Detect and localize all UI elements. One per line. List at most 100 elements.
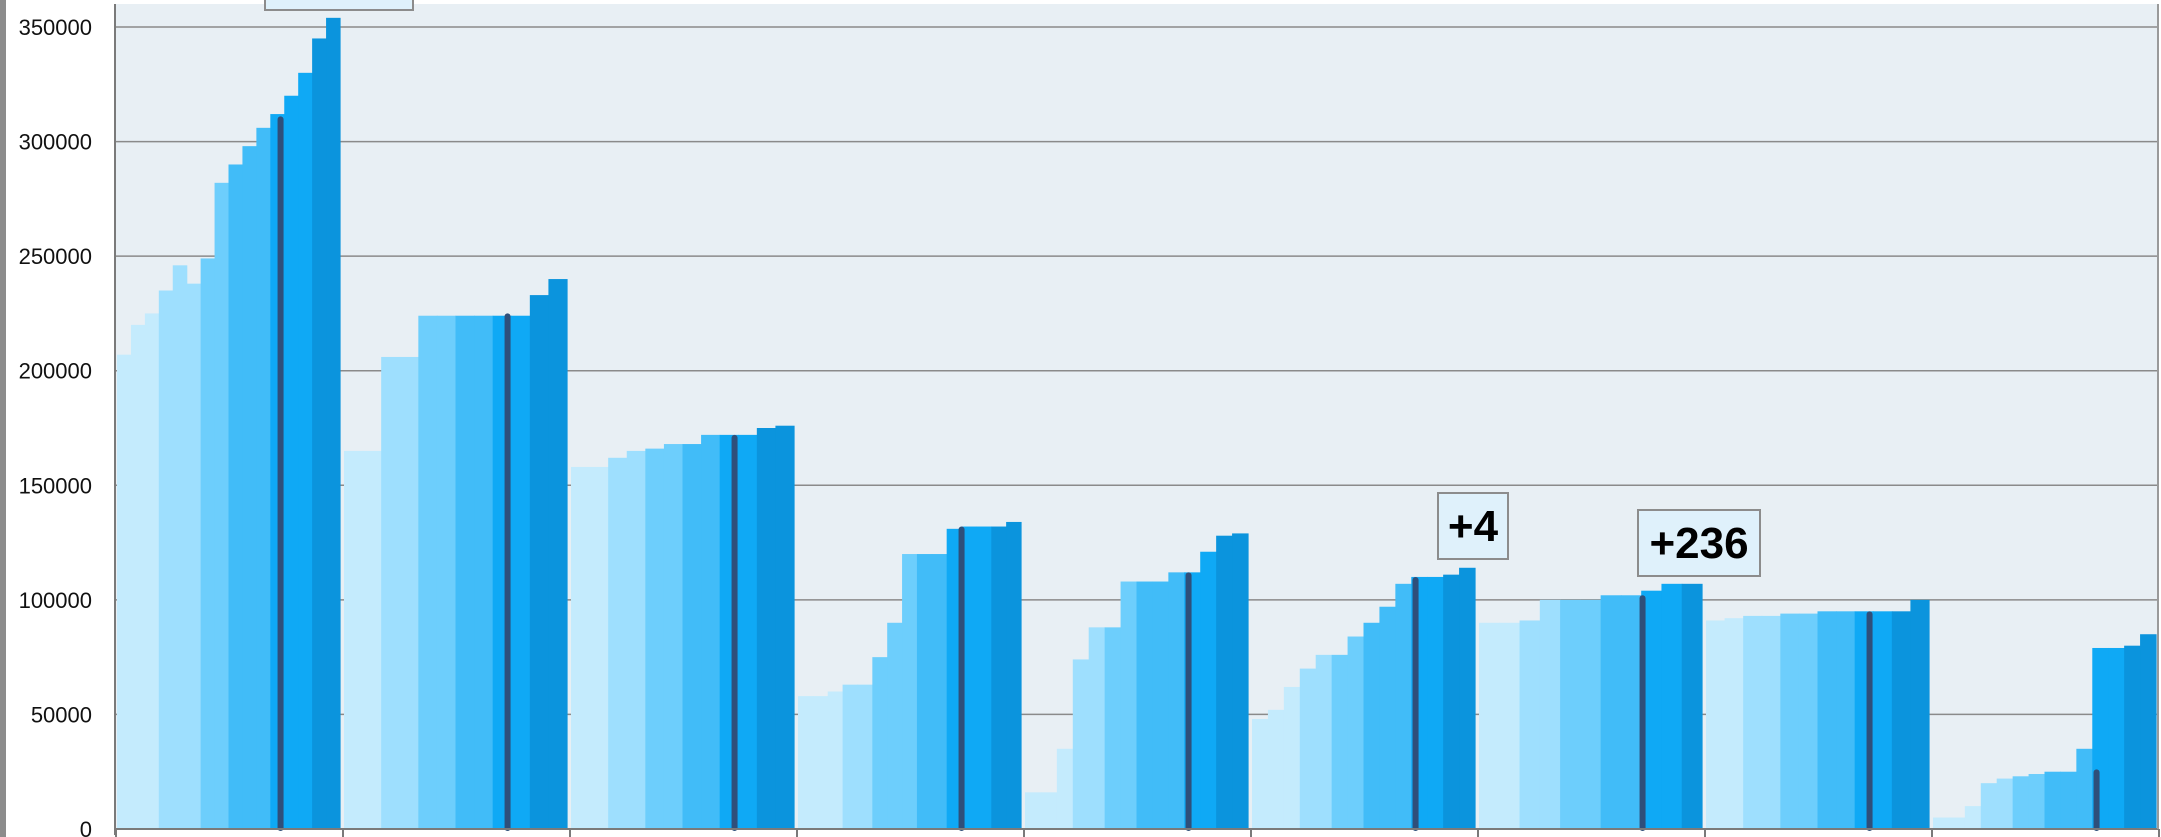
bar (812, 696, 829, 829)
bar (645, 448, 665, 829)
bar (1910, 599, 1930, 829)
bar (827, 691, 844, 829)
bar (1104, 627, 1122, 829)
bar (1315, 654, 1333, 829)
bar (228, 164, 244, 829)
bar (1836, 611, 1856, 829)
marker-bar (1639, 595, 1646, 831)
bar (1283, 686, 1301, 829)
bar (2012, 776, 2030, 829)
bar (344, 450, 364, 829)
bar (1560, 599, 1581, 829)
bar (842, 684, 859, 829)
bar (1347, 636, 1365, 829)
bar (589, 466, 609, 829)
bar (1232, 533, 1249, 829)
callout-box (1637, 509, 1761, 577)
bar (756, 428, 777, 829)
bar (2076, 748, 2093, 829)
bar (1040, 792, 1058, 829)
bar (931, 554, 948, 829)
bar (1152, 581, 1169, 829)
bar (2124, 645, 2141, 829)
bar (1743, 615, 1763, 829)
bar (1479, 622, 1500, 829)
bars (117, 17, 2157, 831)
bar (1761, 615, 1781, 829)
bar (256, 127, 271, 829)
bar (362, 450, 382, 829)
bar (1025, 792, 1042, 829)
bar (381, 356, 401, 829)
bar (682, 444, 702, 829)
bar (1427, 576, 1444, 829)
callouts: +4 +236 (264, 0, 1761, 577)
bar (1363, 622, 1381, 829)
bar (1817, 611, 1837, 829)
y-tick-label: 150000 (19, 473, 92, 498)
bar (117, 354, 132, 829)
bar (1331, 654, 1349, 829)
bar (1681, 583, 1703, 829)
marker-bar (1412, 576, 1419, 831)
bar (1964, 806, 1982, 829)
bar (1056, 748, 1074, 829)
bar (1120, 581, 1138, 829)
bar (2044, 771, 2062, 829)
bar (2140, 634, 2157, 829)
marker-bar (504, 313, 511, 831)
bar (887, 622, 903, 829)
bar (399, 356, 419, 829)
bar (1780, 613, 1800, 829)
bar (1996, 778, 2014, 829)
y-tick-label: 50000 (31, 702, 92, 727)
bar (1798, 613, 1819, 829)
bar (186, 283, 202, 829)
bar (872, 657, 888, 829)
bar (1216, 535, 1233, 829)
bar (130, 324, 146, 829)
bar (1006, 521, 1022, 829)
bar (326, 17, 341, 829)
bar (1873, 611, 1893, 829)
bar (626, 450, 646, 829)
bar (902, 554, 918, 829)
y-tick-label: 0 (80, 817, 92, 837)
callout-box (1437, 492, 1509, 560)
callout-box (264, 0, 414, 11)
marker-bar (2093, 769, 2100, 831)
bar (775, 425, 795, 829)
bar (1459, 567, 1476, 829)
bar (1641, 590, 1663, 829)
bar (2060, 771, 2077, 829)
bar (1933, 817, 1950, 829)
bar (144, 313, 160, 829)
bar (1620, 595, 1642, 829)
bar (455, 315, 475, 830)
bar (312, 38, 327, 829)
bar (857, 684, 873, 829)
bar (418, 315, 438, 830)
bar (2108, 647, 2125, 829)
bar (1539, 599, 1561, 829)
bar (1519, 620, 1541, 829)
bar (738, 434, 758, 829)
bar (916, 554, 933, 829)
bar (1072, 659, 1090, 829)
bar (961, 526, 977, 829)
marker-bar (731, 434, 738, 831)
left-frame-edge (0, 0, 6, 837)
bar (1136, 581, 1154, 829)
bar (1948, 817, 1966, 829)
marker-bar (1866, 611, 1873, 831)
bar (976, 526, 992, 829)
y-tick-label: 200000 (19, 359, 92, 384)
y-tick-label: 250000 (19, 244, 92, 269)
bar (1980, 783, 1998, 829)
bar (1580, 599, 1602, 829)
bar (1724, 618, 1744, 829)
bar (1661, 583, 1683, 829)
callout-label: +4 (1448, 502, 1499, 551)
bar (1891, 611, 1912, 829)
